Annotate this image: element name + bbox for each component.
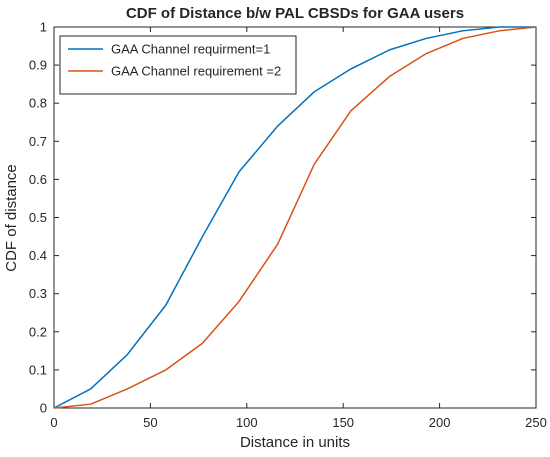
x-tick-label: 250 [525, 415, 547, 430]
plot-area: 0 50 100 150 200 250 0 0.1 0.2 0.3 0.4 0.5 0.6 0.7 0.8… [29, 20, 547, 431]
y-tick-label: 0.4 [29, 248, 47, 263]
series-line-2 [53, 26, 537, 409]
y-tick-label: 0.7 [29, 134, 47, 149]
x-tick-label: 50 [143, 415, 157, 430]
chart-title: CDF of Distance b/w PAL CBSDs for GAA us… [126, 5, 464, 22]
legend-label-2: GAA Channel requirement =2 [111, 64, 281, 79]
y-tick-label: 0.6 [29, 172, 47, 187]
legend-box [59, 35, 297, 95]
y-tick-label: 0.3 [29, 286, 47, 301]
y-tick-label: 0.5 [29, 210, 47, 225]
y-tick-label: 0.2 [29, 324, 47, 339]
y-axis-label: CDF of distance [3, 164, 20, 272]
y-tick-label: 0.9 [29, 58, 47, 73]
x-tick-label: 100 [236, 415, 258, 430]
y-tick-label: 1 [40, 20, 47, 35]
y-tick-label: 0.8 [29, 96, 47, 111]
legend-label-1: GAA Channel requirment=1 [111, 42, 270, 57]
y-tick-label: 0.1 [29, 362, 47, 377]
legend: GAA Channel requirment=1 GAA Channel requ… [59, 35, 297, 95]
x-tick-label: 150 [332, 415, 354, 430]
y-tick-label: 0 [40, 401, 47, 416]
x-axis-label: Distance in units [240, 434, 350, 451]
series-line-1 [53, 26, 536, 409]
x-tick-label: 0 [50, 415, 57, 430]
x-tick-label: 200 [429, 415, 451, 430]
